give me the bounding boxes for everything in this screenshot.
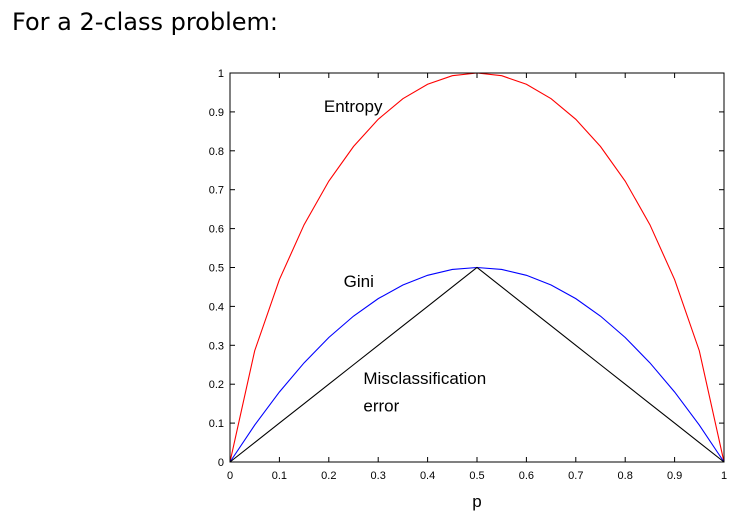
x-tick-label: 0.2: [321, 470, 336, 482]
misclassification-line: [229, 266, 725, 463]
x-axis-label: p: [472, 492, 481, 511]
y-tick-label: 0: [218, 457, 224, 469]
y-tick-label: 1: [218, 68, 224, 80]
y-tick-label: 0.7: [209, 185, 224, 197]
y-tick-label: 0.9: [209, 107, 224, 119]
x-tick-label: 0.9: [667, 470, 682, 482]
x-tick-label: 0: [227, 470, 233, 482]
gini-line: [229, 266, 725, 463]
y-tick-label: 0.3: [209, 340, 224, 352]
curve-annotation: Misclassification: [363, 369, 486, 388]
slide-title: For a 2-class problem:: [12, 8, 278, 36]
curve-annotation: error: [363, 396, 399, 415]
x-tick-label: 1: [721, 470, 727, 482]
y-tick-label: 0.5: [209, 263, 224, 275]
x-tick-label: 0.7: [568, 470, 583, 482]
x-tick-label: 0.8: [618, 470, 633, 482]
curve-annotation: Entropy: [324, 97, 383, 116]
curve-annotation: Gini: [344, 272, 374, 291]
y-tick-label: 0.4: [209, 301, 224, 313]
y-tick-label: 0.2: [209, 379, 224, 391]
x-tick-label: 0.6: [519, 470, 534, 482]
y-tick-label: 0.1: [209, 418, 224, 430]
x-tick-label: 0.4: [420, 470, 435, 482]
x-tick-label: 0.1: [272, 470, 287, 482]
x-tick-label: 0.3: [371, 470, 386, 482]
y-tick-label: 0.8: [209, 146, 224, 158]
x-tick-label: 0.5: [469, 470, 484, 482]
plot-frame: [229, 72, 725, 463]
y-tick-label: 0.6: [209, 224, 224, 236]
